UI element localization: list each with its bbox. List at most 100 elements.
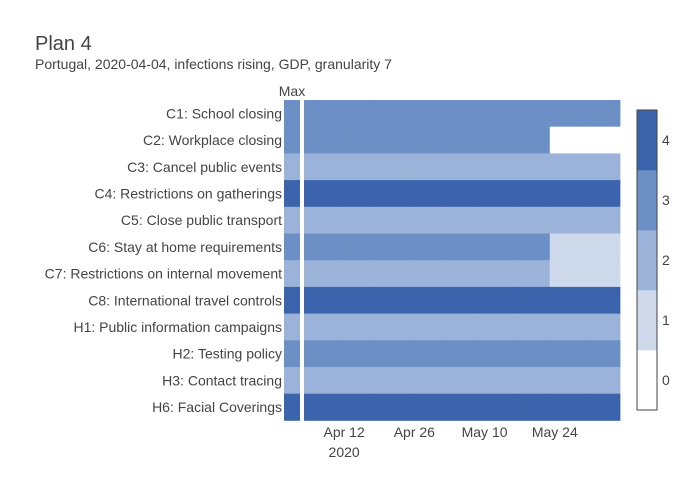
colorbar: 0 1 2 3 4 <box>636 109 670 411</box>
heatmap-cell <box>479 206 516 234</box>
heatmap-cell <box>444 286 480 314</box>
heatmap-cell <box>549 340 586 368</box>
heatmap-cell <box>584 286 621 314</box>
max-cell <box>284 153 300 181</box>
x-tick-label: Apr 26 <box>394 424 435 440</box>
heatmap-cell <box>374 393 410 421</box>
heatmap-cell <box>339 153 375 181</box>
row-label: C2: Workplace closing <box>143 132 282 148</box>
heatmap-cell <box>409 393 445 421</box>
heatmap-cell <box>444 206 480 234</box>
heatmap-cell <box>409 126 445 154</box>
heatmap-cell <box>584 206 621 234</box>
heatmap-cell <box>479 126 516 154</box>
heatmap-cell <box>514 153 551 181</box>
heatmap-cell <box>584 367 621 395</box>
heatmap-cell <box>409 180 445 208</box>
heatmap-cell <box>409 313 445 341</box>
x-tick-label: May 24 <box>532 424 578 440</box>
max-cell <box>284 393 300 421</box>
heatmap-cell <box>339 393 375 421</box>
heatmap-cell <box>374 233 410 261</box>
heatmap-cell <box>374 180 410 208</box>
heatmap-cell <box>409 153 445 181</box>
heatmap-cell <box>304 100 340 128</box>
heatmap-cell <box>339 313 375 341</box>
heatmap-cell <box>304 286 340 314</box>
heatmap-cell <box>444 100 480 128</box>
heatmap-cell <box>479 100 516 128</box>
x-axis-ticks: Apr 12 2020 Apr 26 May 10 May 24 <box>324 424 578 460</box>
max-cell <box>284 126 300 154</box>
heatmap-cell <box>444 260 480 288</box>
heatmap-cell <box>549 313 586 341</box>
heatmap-cell <box>479 340 516 368</box>
heatmap-cell <box>584 313 621 341</box>
heatmap-cell <box>444 313 480 341</box>
heatmap-cell <box>584 340 621 368</box>
heatmap-cell <box>514 100 551 128</box>
colorbar-outline <box>636 109 658 411</box>
heatmap-cell <box>549 206 586 234</box>
heatmap-cell <box>339 286 375 314</box>
heatmap-cell <box>374 286 410 314</box>
colorbar-tick-label: 4 <box>662 132 670 148</box>
heatmap-cell <box>549 233 586 261</box>
heatmap-cell <box>339 340 375 368</box>
heatmap-cell <box>514 367 551 395</box>
x-tick-label: May 10 <box>462 424 508 440</box>
heatmap-cell <box>479 153 516 181</box>
heatmap-cell <box>339 233 375 261</box>
heatmap-cell <box>514 233 551 261</box>
heatmap-cell <box>514 126 551 154</box>
heatmap-cell <box>374 340 410 368</box>
heatmap-cell <box>304 206 340 234</box>
heatmap-cell <box>479 233 516 261</box>
colorbar-segment <box>637 350 657 411</box>
heatmap-cell <box>514 393 551 421</box>
heatmap-cell <box>374 126 410 154</box>
heatmap-cell <box>409 206 445 234</box>
max-cell <box>284 340 300 368</box>
heatmap-cell <box>409 367 445 395</box>
heatmap-cell <box>304 313 340 341</box>
row-label: H6: Facial Coverings <box>152 399 282 415</box>
colorbar-tick-label: 2 <box>662 252 670 268</box>
heatmap-cell <box>444 367 480 395</box>
colorbar-segment <box>637 170 657 231</box>
row-label: C7: Restrictions on internal movement <box>45 266 282 282</box>
heatmap-cell <box>549 126 586 154</box>
row-label: C5: Close public transport <box>121 212 282 228</box>
row-label: H3: Contact tracing <box>162 372 282 388</box>
chart-subtitle: Portugal, 2020-04-04, infections rising,… <box>35 56 392 72</box>
heatmap-cell <box>409 100 445 128</box>
heatmap-cell <box>549 100 586 128</box>
max-cell <box>284 367 300 395</box>
heatmap-cells <box>304 100 621 421</box>
heatmap-cell <box>514 260 551 288</box>
heatmap-cell <box>304 393 340 421</box>
heatmap-cell <box>444 126 480 154</box>
heatmap-cell <box>339 367 375 395</box>
heatmap-cell <box>549 393 586 421</box>
heatmap-cell <box>304 233 340 261</box>
heatmap-cell <box>549 180 586 208</box>
max-cell <box>284 260 300 288</box>
heatmap-cell <box>479 286 516 314</box>
heatmap-cell <box>339 206 375 234</box>
x-tick-label: Apr 12 <box>324 424 365 440</box>
colorbar-tick-label: 0 <box>662 372 670 388</box>
row-labels: C1: School closing C2: Workplace closing C… <box>45 105 282 415</box>
heatmap-cell <box>479 393 516 421</box>
heatmap-cell <box>584 180 621 208</box>
heatmap-cell <box>409 340 445 368</box>
heatmap-cell <box>479 260 516 288</box>
heatmap-cell <box>444 180 480 208</box>
colorbar-tick-label: 3 <box>662 192 670 208</box>
heatmap-cell <box>549 260 586 288</box>
heatmap-cell <box>584 126 621 154</box>
heatmap-cell <box>514 180 551 208</box>
heatmap-cell <box>444 233 480 261</box>
heatmap-cell <box>409 286 445 314</box>
